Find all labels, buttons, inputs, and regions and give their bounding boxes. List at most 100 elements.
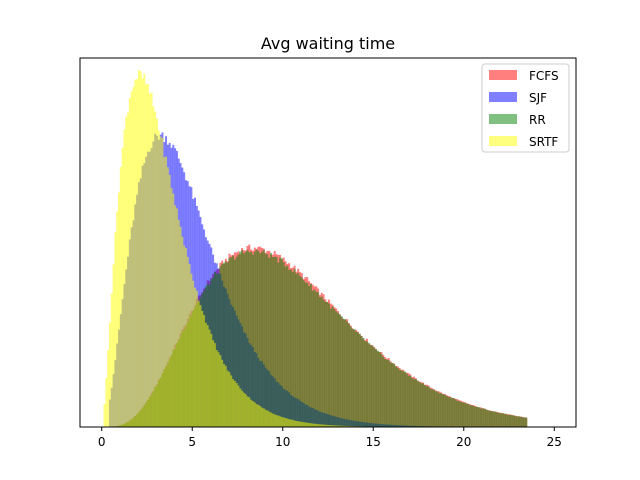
legend-label-rr: RR [529,113,546,127]
bar-srtf [344,425,347,427]
bar-srtf [156,118,158,427]
bar-rr [335,311,338,427]
bar-srtf [317,424,320,427]
legend-swatch-rr [489,114,517,124]
bar-rr [518,416,521,427]
bar-rr [499,413,502,427]
bar-rr [304,282,307,427]
bar-rr [400,370,403,427]
bar-srtf [121,147,124,427]
x-tick-label: 5 [188,435,196,449]
bar-srtf [300,421,303,427]
bar-srtf [112,264,115,427]
bar-rr [297,272,300,427]
bar-rr [483,408,486,427]
bar-srtf [139,71,142,427]
bar-srtf [197,300,200,427]
bar-rr [436,391,439,427]
bar-rr [328,303,330,427]
bar-rr [394,366,397,427]
bar-srtf [223,363,225,427]
bar-srtf [275,415,278,427]
bar-srtf [250,399,253,427]
bar-rr [525,417,528,427]
bar-srtf [318,424,321,427]
bar-srtf [208,329,211,427]
bar-rr [244,251,247,427]
bar-srtf [313,423,316,427]
bar-rr [358,333,361,427]
bar-srtf [221,359,224,427]
bar-rr [326,301,329,427]
x-tick-label: 25 [547,435,562,449]
bar-srtf [145,84,148,428]
bar-srtf [232,379,235,427]
bar-srtf [309,423,312,427]
bar-srtf [324,424,327,427]
bar-rr [277,262,280,427]
bar-rr [496,412,499,427]
bar-srtf [175,208,178,427]
bar-rr [282,262,285,427]
bar-srtf [268,411,271,427]
bar-rr [378,351,381,427]
bar-rr [443,394,446,427]
bar-srtf [184,248,187,427]
bar-srtf [152,106,155,428]
bar-rr [289,269,292,427]
bar-rr [423,385,426,427]
bar-rr [503,413,506,427]
bar-rr [228,257,231,427]
bar-rr [270,252,273,427]
bar-srtf [282,417,285,427]
bar-rr [241,250,244,427]
bar-srtf [212,340,215,427]
bar-rr [355,331,358,427]
bar-rr [409,375,412,427]
bar-srtf [148,93,151,428]
bar-rr [461,402,464,427]
bar-rr [438,393,441,427]
chart-title: Avg waiting time [261,34,395,53]
bar-srtf [233,380,236,427]
bar-rr [232,255,235,427]
bar-srtf [315,423,318,427]
bar-srtf [127,112,130,427]
bar-srtf [130,91,133,427]
bar-rr [371,345,374,427]
bar-rr [481,408,484,427]
bar-srtf [253,402,256,427]
bar-rr [362,337,365,427]
bar-srtf [141,78,144,428]
bar-rr [230,257,233,427]
bar-srtf [235,383,238,427]
bar-rr [411,378,414,427]
bar-srtf [206,325,209,427]
bar-rr [360,336,363,427]
bar-rr [306,282,309,427]
bar-srtf [346,425,349,427]
bar-rr [451,397,454,427]
bar-rr [404,371,406,427]
plot-frame [79,57,577,428]
bar-srtf [165,156,168,428]
bar-rr [449,397,452,427]
legend-swatch-srtf [489,136,517,146]
bar-rr [521,417,524,427]
bar-rr [389,362,392,427]
bar-rr [237,254,240,427]
bar-srtf [226,370,229,427]
bar-srtf [143,73,146,427]
bar-rr [226,262,229,427]
bar-rr [315,291,318,427]
bar-rr [463,402,466,427]
bar-rr [299,276,301,427]
bar-rr [264,253,267,427]
bar-rr [373,347,376,427]
bar-rr [280,258,283,427]
bar-srtf [264,409,267,427]
bar-srtf [181,236,184,427]
bar-rr [353,329,356,427]
bar-rr [320,296,323,427]
bar-srtf [291,419,294,427]
